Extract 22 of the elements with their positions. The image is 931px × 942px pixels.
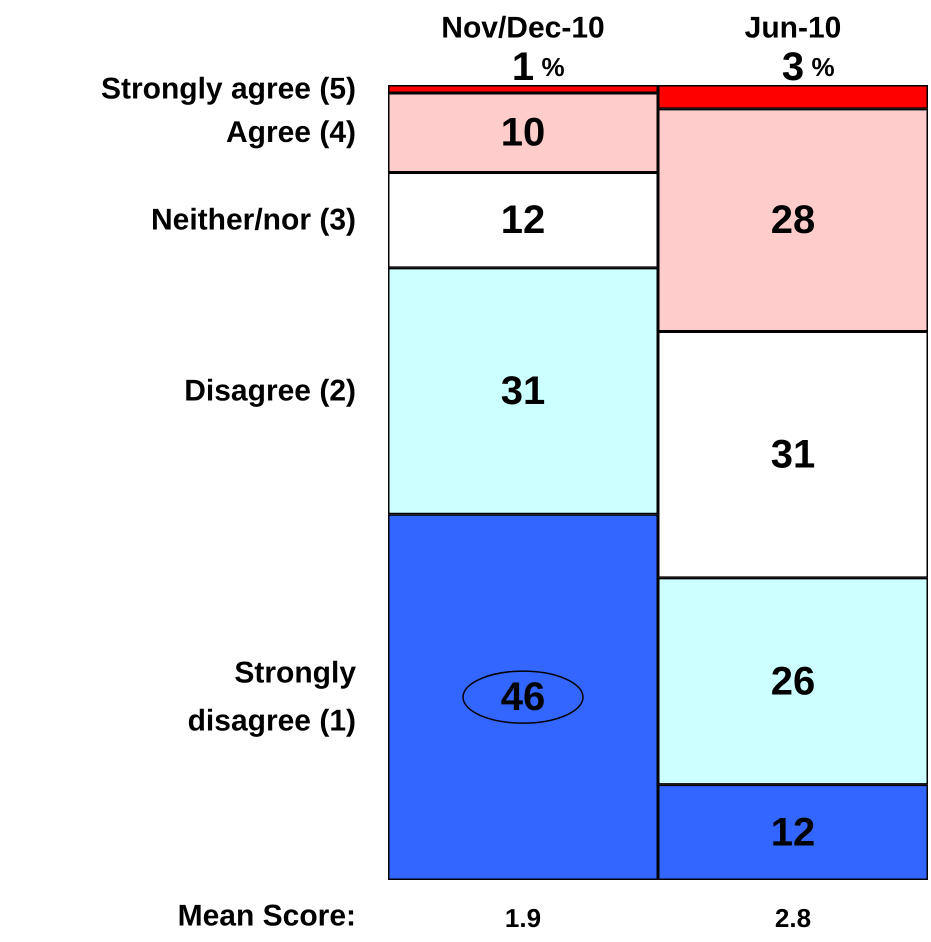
annotation: % — [541, 52, 565, 82]
data-label: 46 — [500, 675, 546, 720]
text: 1.9 — [504, 903, 542, 933]
data-label: 10 — [500, 110, 546, 155]
data-label: 31 — [500, 369, 546, 414]
series-label: Strongly disagree (1) — [188, 656, 356, 738]
data-label: 12 — [770, 810, 816, 854]
series-label: Disagree (2) — [184, 374, 356, 408]
data-label: 1 — [512, 45, 534, 89]
annotation: % — [811, 52, 835, 82]
data-label: 28 — [770, 198, 816, 242]
series-label: Strongly agree (5) — [100, 72, 356, 106]
data-label: 12 — [500, 198, 546, 242]
data-label: 3 — [782, 45, 804, 89]
series-label: Neither/nor (3) — [150, 204, 356, 237]
x-tick-label: Jun-10 — [744, 12, 842, 44]
text: 2.8 — [774, 903, 812, 933]
data-label: 31 — [770, 432, 816, 477]
x-tick-label: Nov/Dec-10 — [441, 12, 605, 44]
series-label: Agree (4) — [226, 116, 356, 150]
data-label: 26 — [770, 659, 816, 704]
text: Mean Score: — [178, 900, 356, 932]
